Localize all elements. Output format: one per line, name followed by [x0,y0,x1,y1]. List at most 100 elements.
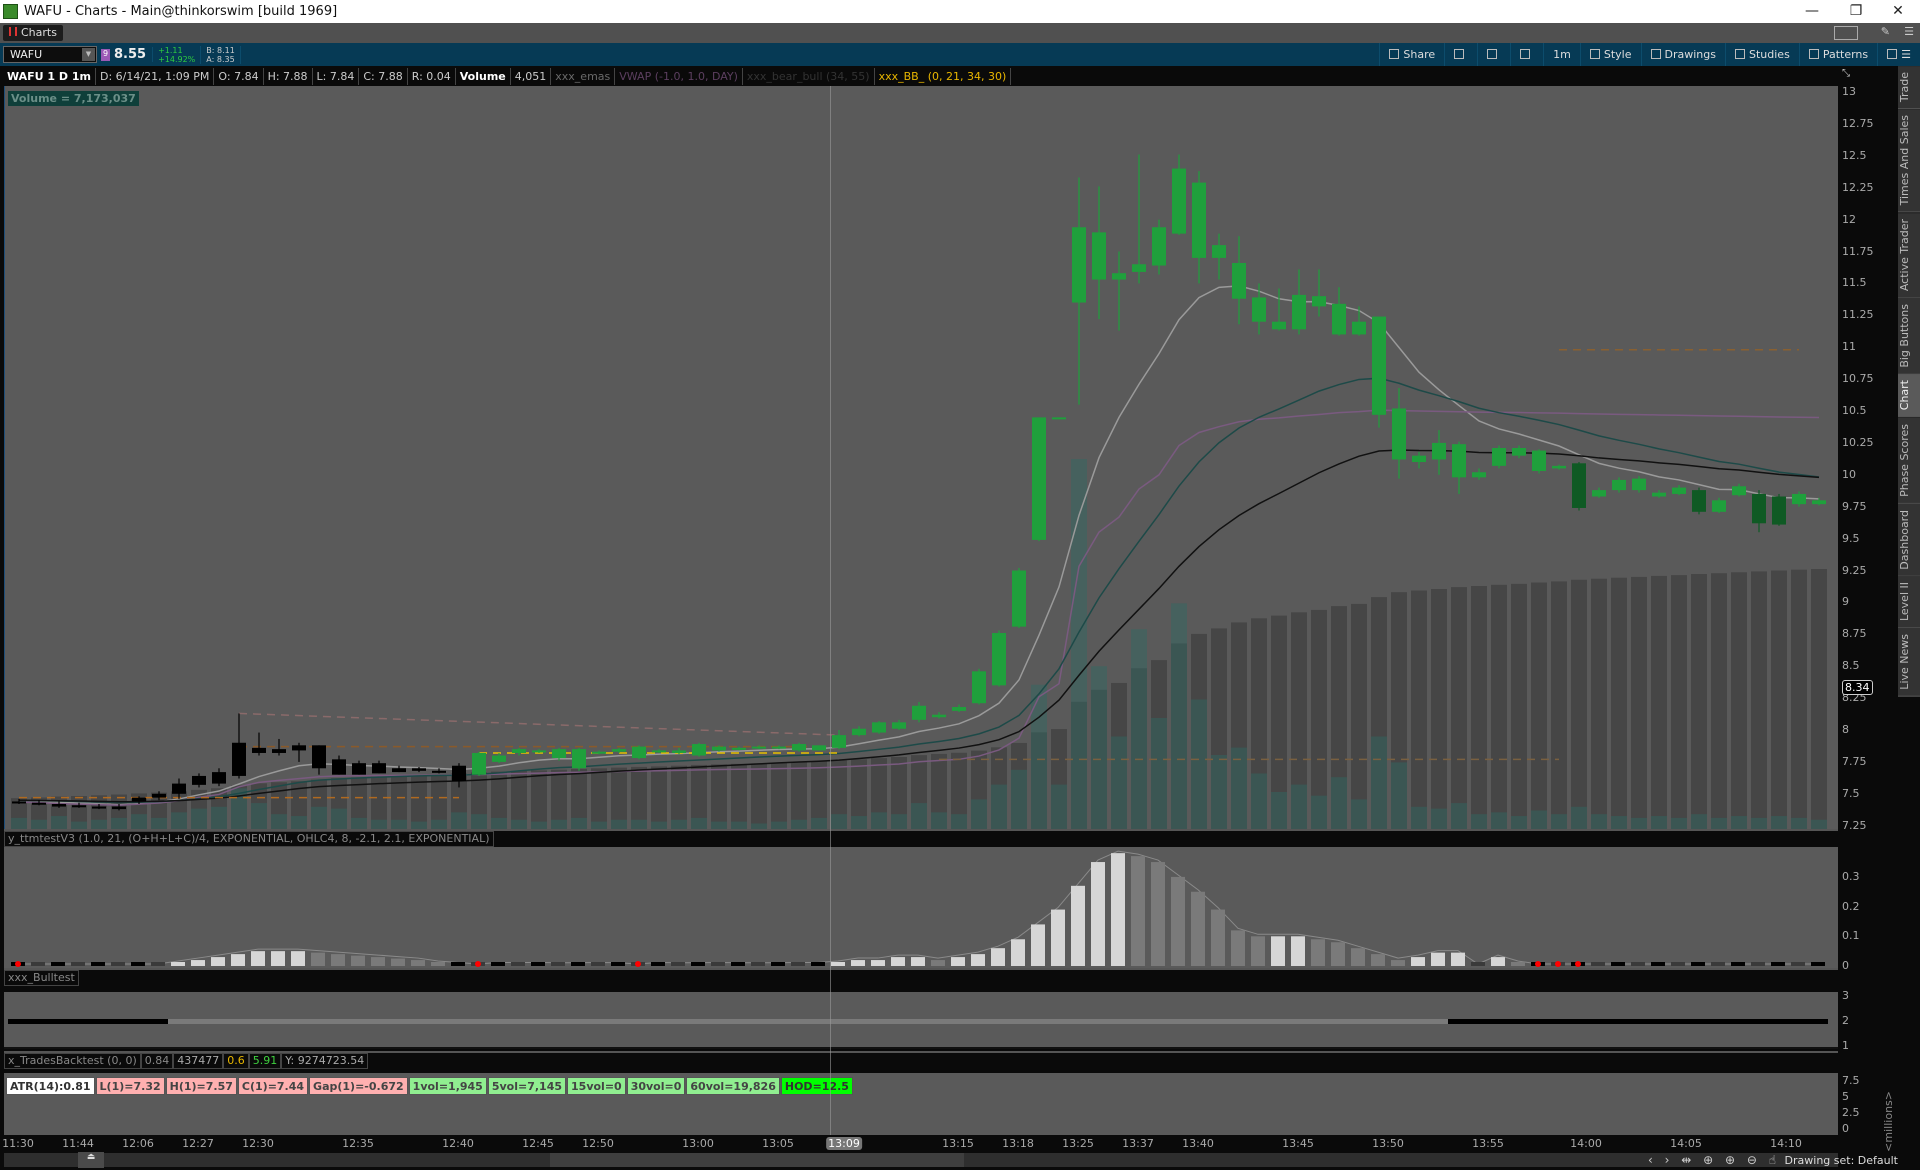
close-button[interactable]: ✕ [1892,3,1904,19]
candle-body [692,744,706,756]
minimize-button[interactable]: — [1805,3,1819,19]
candle [1772,493,1786,526]
toolbar-button-style[interactable]: Style [1579,43,1641,66]
bulltest-segment [1528,1019,1548,1024]
squeeze-dot [635,961,641,967]
bulltest-segment [588,1019,608,1024]
candle [1512,445,1526,459]
candle-body [752,746,766,749]
time-axis[interactable]: 11:30 11:44 12:06 12:27 12:30 12:35 12:40 12:45… [2,1135,1838,1152]
bulltest-panel[interactable] [4,992,1838,1049]
candle-body [592,751,606,754]
oscillator-bar [1311,939,1325,966]
candle [292,742,306,762]
bulltest-segment [1388,1019,1408,1024]
chevron-down-icon[interactable]: ▼ [82,48,95,61]
oscillator-panel[interactable] [4,847,1838,968]
time-label: 13:37 [1122,1137,1154,1150]
toolbar-button-1m[interactable]: 1m [1543,43,1580,66]
expand-handle-icon[interactable]: ⏏ [78,1152,104,1168]
candle [1372,316,1386,428]
side-tab-trade[interactable]: Trade [1898,66,1920,110]
cumulative-volume-bar [31,797,47,829]
restore-button[interactable]: ❐ [1849,3,1863,19]
toolbar-button-flask-icon[interactable] [1477,43,1510,66]
symbol-input[interactable]: WAFU ▼ [3,46,97,63]
side-tab-phase-scores[interactable]: Phase Scores [1898,417,1920,504]
bulltest-segment [268,1019,288,1024]
study-label[interactable]: xxx_emas [551,67,616,85]
toolbar-button-studies[interactable]: Studies [1725,43,1799,66]
backtest-tick: 7.5 [1842,1074,1860,1087]
layout-icon[interactable] [1834,26,1858,40]
candle [772,745,786,750]
cumulative-volume-bar [1731,572,1747,829]
scroll-thumb[interactable] [550,1153,964,1167]
scrollbar[interactable]: ⏏ ‹ › ⇹ ⊕ ⊕ ⊖ ☝ Drawing set: Default [0,1152,1920,1170]
bulltest-segment [1748,1019,1768,1024]
oscillator-label[interactable]: y_ttmtestV3 (1.0, 21, (O+H+L+C)/4, EXPON… [4,831,494,847]
oscillator-bar [1511,962,1525,966]
pin-icon[interactable]: ✎ [1880,25,1890,38]
ema-fast-line [18,285,1820,806]
side-tab-level-ii[interactable]: Level II [1898,576,1920,629]
oscillator-bar [971,954,985,966]
time-label: 14:00 [1570,1137,1602,1150]
side-tab-times-and-sales[interactable]: Times And Sales [1898,109,1920,213]
price-tick: 9.5 [1842,531,1860,545]
chart-bars-icon [9,27,17,36]
vwap-line [18,409,1820,806]
side-tab-chart[interactable]: Chart [1898,374,1920,418]
side-tab-big-buttons[interactable]: Big Buttons [1898,297,1920,375]
study-label[interactable]: xxx_BB_ (0, 21, 34, 30) [875,67,1012,85]
candle-body [292,745,306,751]
toolbar-button-share[interactable]: Share [1379,43,1444,66]
backtest-badge: L(1)=7.32 [95,1077,165,1095]
oscillator-bar [931,960,945,966]
volume-bar [1711,817,1727,829]
candle [972,668,986,705]
candle [1792,491,1806,507]
volume-bar [1251,773,1267,829]
cumulative-volume-bar [731,763,747,829]
cumulative-volume-bar [751,763,767,829]
study-label[interactable]: VWAP (-1.0, 1.0, DAY) [615,67,743,85]
tab-charts[interactable]: Charts [3,25,63,41]
bulltest-segment [1288,1019,1308,1024]
toolbar-button-drawings[interactable]: Drawings [1640,43,1725,66]
study-label[interactable]: xxx_bear_bull (34, 55) [743,67,875,85]
candle-body [192,775,206,785]
side-tab-live-news[interactable]: Live News [1898,628,1920,697]
toolbar-button-calendar-icon[interactable] [1444,43,1477,66]
price-tick: 9.75 [1842,499,1867,513]
zoom-pan-icons[interactable]: ‹ › ⇹ ⊕ ⊕ ⊖ ☝ [1647,1153,1780,1167]
menu-icon[interactable]: ☰ [1904,25,1914,38]
backtest-label[interactable]: x_TradesBacktest (0, 0) [4,1053,141,1069]
axis-settings-icon[interactable]: ⤡ [1842,68,1850,79]
price-axis[interactable]: ⤡ 13 12.75 12.5 12.25 12 11.75 11.5 11.25 11 10.7… [1838,66,1898,1152]
cumulative-volume-bar [1571,579,1587,829]
price-tick: 9.25 [1842,563,1867,577]
toolbar-button-patterns[interactable]: Patterns [1798,43,1877,66]
candle [1252,283,1266,335]
oscillator-bar [671,962,685,966]
drawing-set[interactable]: Drawing set: Default [1784,1154,1898,1167]
price-chart[interactable] [5,86,1839,829]
price-tick: 8 [1842,723,1849,736]
oscillator-bar [251,951,265,966]
bulltest-label[interactable]: xxx_Bulltest [4,970,79,986]
volume-bar [1331,777,1347,829]
volume-bar [571,817,587,829]
oscillator-bar [71,962,85,966]
price-chart-panel[interactable] [4,86,1838,829]
side-tab-active-trader[interactable]: Active Trader [1898,212,1920,298]
candle-body [1672,487,1686,494]
candle [72,802,86,808]
toolbar-button-gear-icon[interactable] [1510,43,1543,66]
candle [1752,490,1766,533]
side-tab-dashboard[interactable]: Dashboard [1898,503,1920,577]
volume-bar [751,823,767,829]
backtest-tick: 5 [1842,1090,1849,1103]
candle-body [1452,444,1466,478]
toolbar-button--[interactable]: ☰ [1877,43,1920,66]
